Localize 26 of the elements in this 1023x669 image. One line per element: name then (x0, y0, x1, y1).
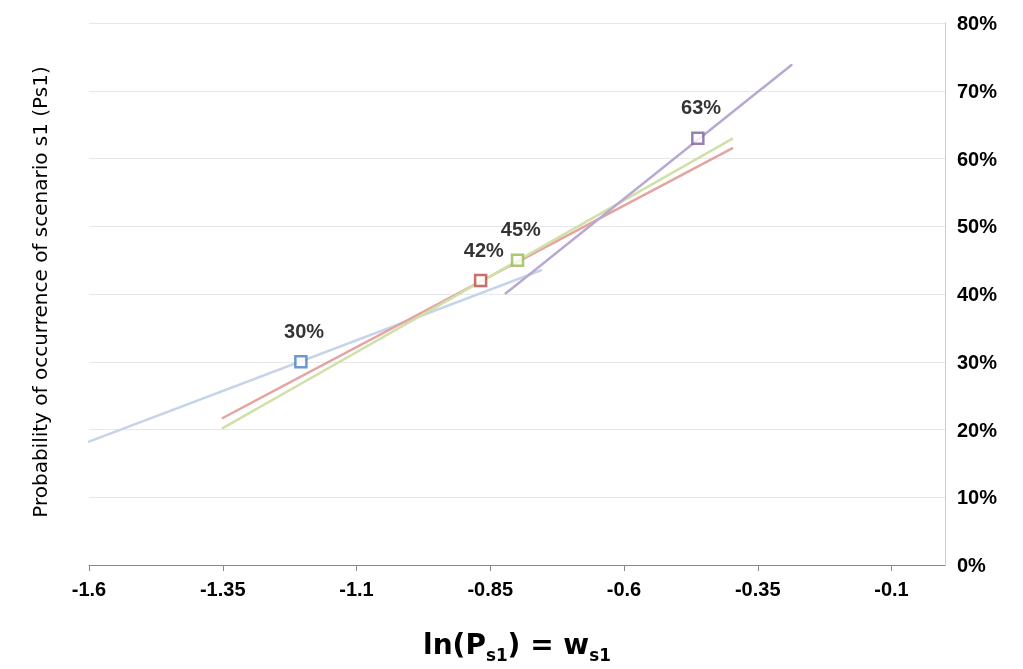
y-tick-label: 30% (957, 350, 998, 373)
x-tick-label: -1.1 (339, 578, 374, 600)
x-tick-label: -0.35 (734, 578, 781, 600)
point (510, 253, 525, 267)
data-label: 42% (463, 238, 505, 261)
y-tick-label: 0% (957, 554, 987, 576)
point (473, 273, 488, 288)
data-label: 30% (284, 320, 325, 342)
point (294, 355, 308, 369)
x-axis-title: ln(P$_{s1}$) = w$_{s1}$ (422, 628, 612, 665)
data-label: 63% (681, 96, 722, 119)
data-label: 45% (500, 218, 542, 241)
y-tick-label: 80% (957, 12, 998, 34)
y-tick-label: 10% (957, 486, 998, 509)
x-tick-label: -1.6 (71, 578, 107, 600)
x-tick-label: -0.85 (467, 578, 514, 600)
point (691, 131, 705, 145)
x-tick-label: -0.1 (874, 578, 909, 600)
y-tick-label: 20% (957, 418, 998, 441)
x-tick-label: -0.6 (606, 578, 642, 600)
y-tick-label: 70% (957, 79, 998, 102)
y-tick-label: 40% (957, 283, 998, 305)
y-tick-label: 60% (957, 147, 998, 170)
y-axis-title: Probability of occurrence of scenario s1 (Ps1) (28, 65, 52, 520)
x-tick-label: -1.35 (199, 578, 246, 600)
y-tick-label: 50% (957, 215, 998, 238)
